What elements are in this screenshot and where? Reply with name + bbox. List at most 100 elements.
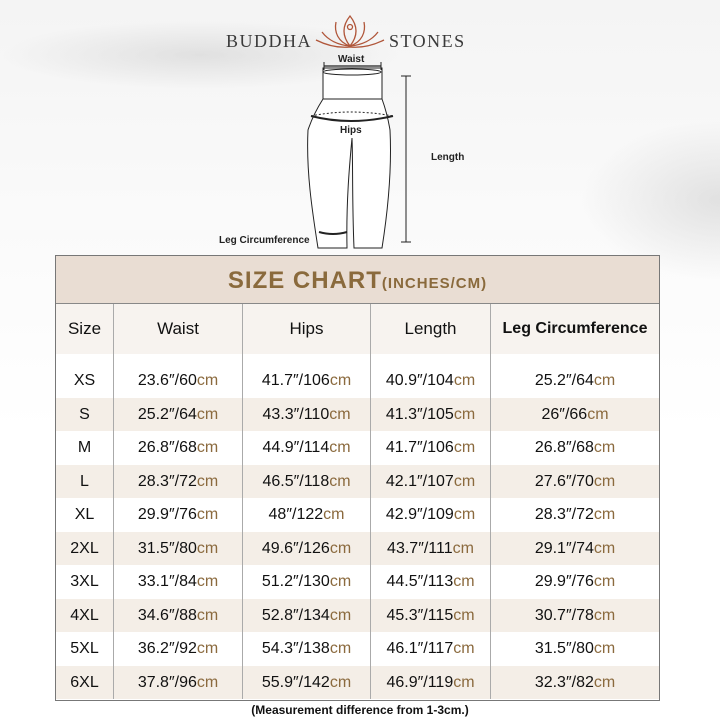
- header-waist: Waist: [114, 304, 243, 354]
- cell-length: 42.1″/107cm: [371, 464, 491, 498]
- unit-cm: cm: [453, 506, 476, 523]
- unit-cm: cm: [196, 673, 219, 691]
- table-row: XL 29.9″/76cm 48″/122cm 42.9″/109cm 28.3″/72…: [56, 498, 659, 532]
- cell-size: 3XL: [56, 565, 114, 599]
- waist-inches: 31.5: [137, 539, 169, 557]
- cell-length: 42.9″/109cm: [371, 498, 491, 532]
- diagram-label-leg: Leg Circumference: [219, 235, 310, 246]
- cell-waist: 29.9″/76cm: [114, 498, 243, 532]
- unit-cm: cm: [453, 640, 475, 657]
- unit-cm: cm: [593, 472, 616, 490]
- hips-cm: 134: [303, 606, 330, 624]
- length-cm: 119: [427, 673, 454, 691]
- cell-waist: 25.2″/64cm: [114, 397, 243, 431]
- table-row: 6XL 37.8″/96cm 55.9″/142cm 46.9″/119cm 32.3″…: [56, 665, 659, 699]
- length-inches: 42.1: [385, 472, 417, 490]
- unit-cm: cm: [196, 372, 219, 389]
- length-cm: 107: [427, 472, 454, 490]
- diagram-label-waist: Waist: [338, 54, 365, 65]
- leg-cm: 72: [576, 506, 594, 523]
- cell-hips: 41.7″/106cm: [243, 364, 371, 398]
- background-mountain: [580, 120, 720, 280]
- unit-cm: cm: [329, 439, 351, 456]
- cell-waist: 34.6″/88cm: [114, 598, 243, 632]
- length-inches: 46.9: [386, 673, 418, 691]
- hips-cm: 106: [303, 372, 330, 389]
- cell-waist: 23.6″/60cm: [114, 364, 243, 398]
- hips-cm: 118: [303, 472, 330, 490]
- leg-inches: 27.6: [534, 472, 566, 490]
- unit-cm: cm: [329, 539, 352, 557]
- spacer-cell: [243, 354, 371, 364]
- hips-cm: 122: [296, 506, 324, 523]
- size-chart-table: SIZE CHART(INCHES/CM) Size Waist Hips Le…: [55, 255, 660, 701]
- cell-size: 6XL: [56, 665, 114, 699]
- header-length: Length: [371, 304, 491, 354]
- unit-cm: cm: [196, 539, 219, 557]
- unit-cm: cm: [593, 372, 616, 389]
- waist-cm: 64: [179, 405, 197, 423]
- cell-leg: 26″/66cm: [491, 397, 659, 431]
- cell-leg: 27.6″/70cm: [491, 464, 659, 498]
- waist-cm: 88: [179, 606, 197, 624]
- length-inches: 43.7: [387, 539, 419, 557]
- leg-inches: 26: [541, 405, 560, 423]
- hips-inches: 52.8: [261, 606, 293, 624]
- cell-hips: 55.9″/142cm: [243, 665, 371, 699]
- leg-cm: 80: [576, 640, 594, 657]
- unit-cm: cm: [196, 439, 219, 456]
- cell-leg: 29.9″/76cm: [534, 573, 616, 590]
- cell-length: 41.7″/106cm: [371, 431, 491, 465]
- length-cm: 105: [427, 405, 454, 423]
- unit-cm: cm: [329, 673, 352, 691]
- leg-inches: 25.2: [534, 372, 566, 389]
- leg-inches: 30.7: [534, 606, 566, 624]
- unit-cm: cm: [453, 472, 476, 490]
- unit-cm: cm: [593, 573, 616, 590]
- length-cm: 117: [427, 640, 454, 657]
- cell-leg: 32.3″/82cm: [491, 665, 659, 699]
- cell-leg: 28.3″/72cm: [534, 506, 616, 523]
- waist-cm: 60: [179, 372, 197, 389]
- header-row: Size Waist Hips Length Leg Circumference: [56, 304, 659, 354]
- unit-cm: cm: [329, 372, 352, 389]
- unit-cm: cm: [329, 405, 351, 423]
- cell-size: S: [56, 397, 114, 431]
- cell-length: 40.9″/104cm: [371, 364, 491, 398]
- unit-cm: cm: [196, 606, 219, 624]
- unit-cm: cm: [329, 573, 352, 590]
- length-inches: 42.9: [385, 506, 417, 523]
- waist-inches: 26.8: [137, 439, 169, 456]
- cell-leg: 29.1″/74cm: [491, 531, 659, 565]
- cell-hips: 52.8″/134cm: [243, 598, 371, 632]
- length-inches: 41.3: [385, 405, 417, 423]
- unit-cm: cm: [196, 640, 219, 657]
- unit-cm: cm: [453, 673, 475, 691]
- leg-inches: 28.3: [534, 506, 566, 523]
- table-row: L 28.3″/72cm 46.5″/118cm 42.1″/107cm 27.6″/7…: [56, 464, 659, 498]
- cell-hips: 54.3″/138cm: [243, 632, 371, 666]
- leg-cm: 78: [576, 606, 594, 624]
- cell-waist: 36.2″/92cm: [114, 632, 243, 666]
- unit-cm: cm: [329, 472, 351, 490]
- cell-waist: 37.8″/96cm: [114, 665, 243, 699]
- hips-cm: 126: [303, 539, 330, 557]
- length-inches: 44.5: [386, 573, 418, 590]
- leg-inches: 29.1: [534, 539, 566, 557]
- length-inches: 40.9: [385, 372, 417, 389]
- cell-size: M: [56, 431, 114, 465]
- table-row: XS 23.6″/60cm 41.7″/106cm 40.9″/104cm 25.2″/…: [56, 364, 659, 398]
- title-text: SIZE CHART: [227, 267, 382, 294]
- cell-hips: 48″/122cm: [243, 498, 371, 532]
- lotus-icon: [315, 14, 385, 48]
- diagram-label-hips: Hips: [340, 125, 362, 136]
- leg-inches: 29.9: [534, 573, 566, 590]
- unit-cm: cm: [453, 606, 475, 624]
- unit-cm: cm: [196, 472, 219, 490]
- cell-hips: 43.3″/110cm: [243, 397, 371, 431]
- cell-hips: 49.6″/126cm: [243, 531, 371, 565]
- spacer-cell: [491, 354, 659, 364]
- hips-cm: 110: [303, 405, 330, 423]
- hips-inches: 51.2: [261, 573, 293, 590]
- brand-left: BUDDHA: [226, 31, 313, 51]
